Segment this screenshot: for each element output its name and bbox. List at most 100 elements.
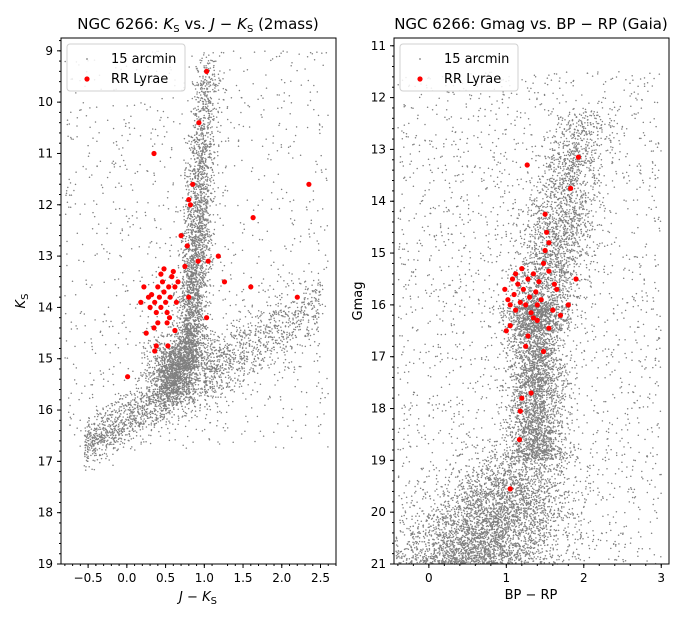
left-field-point [108, 459, 110, 461]
left-field-point [204, 249, 206, 252]
left-field-point [105, 445, 107, 447]
left-field-point [186, 374, 189, 376]
left-field-point [192, 277, 195, 280]
left-field-point [118, 433, 120, 436]
left-field-point [204, 207, 206, 210]
left-field-point [139, 416, 142, 419]
left-field-point [199, 279, 201, 282]
left-field-point [176, 396, 179, 399]
left-field-point [184, 338, 186, 340]
left-field-point [163, 381, 165, 383]
left-field-point [188, 310, 190, 313]
left-field-point [128, 433, 131, 436]
left-field-point [206, 183, 208, 185]
left-field-point [203, 343, 206, 345]
left-field-point [169, 350, 172, 353]
left-field-point [138, 413, 141, 415]
left-field-point [199, 308, 202, 311]
left-field-point [197, 151, 200, 153]
left-field-point [148, 374, 150, 376]
left-field-point [184, 331, 186, 333]
left-field-point [189, 178, 192, 180]
left-field-point [134, 394, 136, 396]
left-field-point [148, 388, 151, 391]
left-field-point [201, 310, 204, 312]
left-field-point [194, 252, 196, 255]
left-field-point [163, 376, 166, 378]
left-field-point [117, 423, 120, 425]
left-field-point [191, 244, 194, 246]
left-field-point [195, 195, 197, 197]
left-field-point [123, 442, 126, 445]
left-field-point [182, 237, 184, 240]
left-field-point [224, 91, 226, 94]
left-field-point [173, 341, 176, 343]
left-field-point [195, 149, 198, 152]
left-field-point [149, 416, 152, 419]
left-field-point [195, 361, 197, 364]
left-field-point [164, 381, 167, 384]
left-field-point [156, 393, 158, 396]
left-field-point [207, 242, 209, 244]
left-field-point [166, 418, 168, 420]
left-field-point [192, 355, 195, 357]
left-field-point [196, 208, 199, 210]
left-field-point [210, 239, 213, 241]
left-field-point [150, 372, 152, 374]
left-field-point [186, 262, 188, 265]
left-field-point [195, 276, 198, 279]
left-field-point [180, 346, 182, 349]
left-field-point [182, 364, 184, 366]
left-field-point [209, 96, 212, 99]
left-field-point [199, 276, 202, 278]
left-field-point [177, 348, 179, 350]
left-field-point [195, 234, 197, 236]
left-field-point [179, 326, 181, 329]
left-field-point [184, 333, 186, 336]
left-field-point [201, 245, 204, 248]
left-field-point [99, 461, 101, 464]
left-field-point [205, 158, 207, 161]
left-field-point [203, 123, 205, 126]
left-field-point [198, 216, 200, 218]
left-field-point [197, 360, 200, 362]
left-field-point [194, 281, 196, 283]
left-field-point [219, 217, 221, 220]
left-field-point [130, 400, 132, 402]
left-field-point [200, 314, 203, 317]
left-field-point [169, 409, 172, 412]
left-field-point [144, 369, 146, 371]
left-field-point [90, 428, 93, 430]
left-field-point [109, 425, 112, 427]
left-field-point [200, 83, 202, 85]
left-field-point [196, 253, 199, 256]
left-field-point [192, 220, 195, 223]
left-field-point [207, 98, 210, 101]
left-field-point [194, 381, 197, 383]
left-field-point [123, 425, 125, 427]
left-field-point [161, 367, 163, 369]
left-field-point [183, 271, 185, 273]
left-field-point [89, 443, 92, 445]
left-field-point [150, 424, 153, 426]
left-field-point [210, 180, 212, 183]
left-field-point [83, 435, 86, 437]
left-field-point [171, 398, 173, 400]
left-field-point [160, 386, 162, 389]
left-field-point [100, 413, 102, 415]
left-field-point [160, 390, 162, 393]
left-field-point [212, 66, 215, 69]
left-field-point [194, 206, 197, 209]
left-field-point [112, 422, 115, 425]
left-field-point [169, 339, 172, 342]
left-field-point [199, 339, 202, 341]
left-field-point [148, 367, 150, 369]
left-field-point [189, 225, 192, 228]
left-field-point [121, 421, 123, 424]
left-field-point [222, 87, 225, 90]
left-field-point [209, 257, 211, 259]
left-field-point [177, 371, 179, 374]
left-field-point [163, 360, 166, 363]
left-field-point [175, 346, 178, 349]
left-field-point [188, 191, 190, 194]
